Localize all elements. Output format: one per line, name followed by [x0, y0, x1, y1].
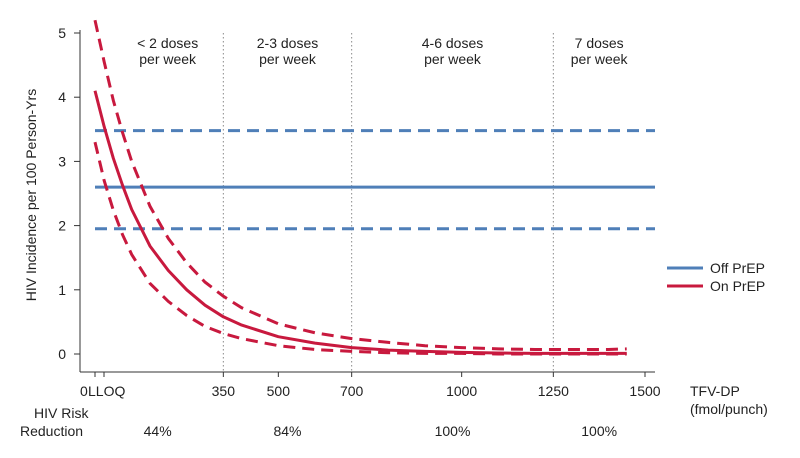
risk-reduction-title: HIV Risk — [34, 405, 89, 421]
dose-region-label-sub: per week — [571, 51, 629, 67]
on-prep-ci-upper — [93, 19, 627, 351]
risk-reduction-value: 84% — [273, 423, 301, 439]
x-tick-label: 1000 — [446, 383, 477, 399]
lloq-label: LLOQ — [88, 383, 125, 399]
x-tick-label: 500 — [267, 383, 291, 399]
y-tick-label: 0 — [58, 346, 66, 362]
risk-reduction-title-sub: Reduction — [20, 423, 83, 439]
dose-region-label-sub: per week — [424, 51, 482, 67]
y-tick-label: 2 — [58, 218, 66, 234]
y-tick-label: 1 — [58, 282, 66, 298]
x-tick-label: 350 — [212, 383, 236, 399]
on-prep-line — [93, 90, 627, 355]
axes — [74, 30, 655, 377]
dose-dividers — [222, 33, 554, 372]
risk-reduction-value: 44% — [144, 423, 172, 439]
plot-series — [93, 19, 655, 356]
dose-region-label: 2-3 doses — [257, 35, 318, 51]
x-tick-label: 0 — [80, 383, 88, 399]
y-tick-label: 3 — [58, 153, 66, 169]
x-tick-label: 700 — [340, 383, 364, 399]
dose-region-label-sub: per week — [259, 51, 317, 67]
tick-labels: 0 1 2 3 4 5 0 350 500 700 1000 1250 1500 LLOQ TFV-DP (f… — [23, 25, 768, 417]
dose-region-label-sub: per week — [139, 51, 197, 67]
x-tick-label: 1250 — [538, 383, 569, 399]
legend-label: On PrEP — [710, 278, 765, 294]
x-axis-title-unit: (fmol/punch) — [690, 401, 768, 417]
legend: Off PrEP On PrEP — [667, 260, 765, 294]
risk-reduction-value: 100% — [581, 423, 617, 439]
on-prep-ci-lower — [93, 141, 627, 356]
risk-reduction-row: HIV Risk Reduction 44% 84% 100% 100% — [20, 405, 617, 439]
legend-label: Off PrEP — [710, 260, 765, 276]
dose-region-label: 4-6 doses — [422, 35, 483, 51]
dose-region-label: 7 doses — [575, 35, 624, 51]
dose-region-label: < 2 doses — [137, 35, 198, 51]
x-tick-label: 1500 — [629, 383, 660, 399]
x-axis-title: TFV-DP — [690, 383, 740, 399]
y-tick-label: 4 — [58, 89, 66, 105]
y-axis-title: HIV Incidence per 100 Person-Yrs — [23, 89, 39, 301]
risk-reduction-value: 100% — [435, 423, 471, 439]
y-tick-label: 5 — [58, 25, 66, 41]
